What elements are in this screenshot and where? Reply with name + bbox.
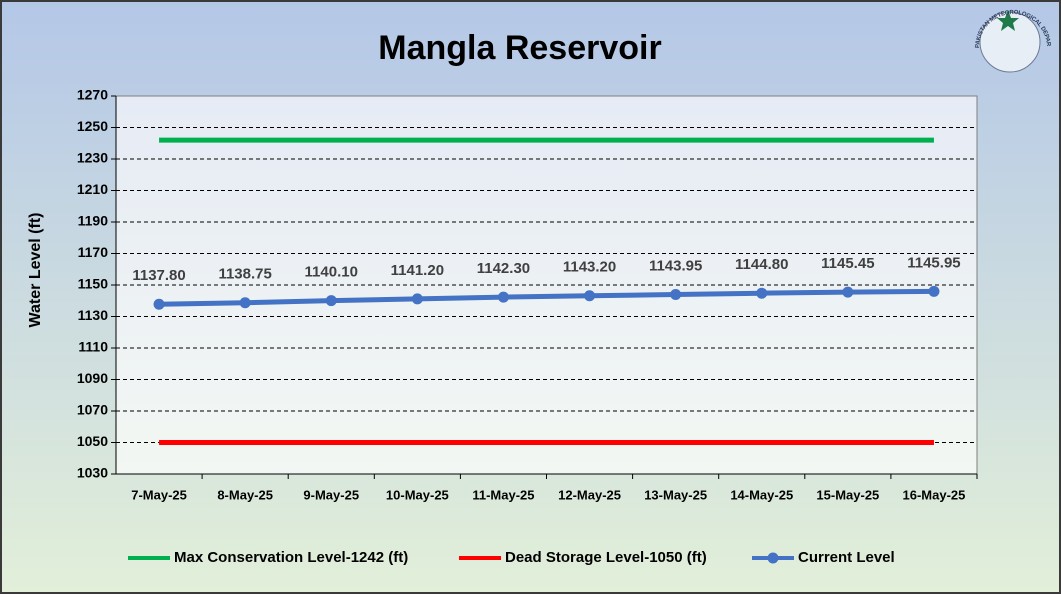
value-label: 1144.80 xyxy=(735,256,788,273)
y-tick-label: 1070 xyxy=(77,402,108,418)
x-tick-label: 12-May-25 xyxy=(558,487,621,502)
x-tick-label: 10-May-25 xyxy=(386,487,449,502)
point xyxy=(325,295,337,307)
y-tick-label: 1170 xyxy=(78,244,109,260)
value-label: 1145.95 xyxy=(907,254,960,271)
value-label: 1142.30 xyxy=(477,260,530,277)
legend-label: Dead Storage Level-1050 (ft) xyxy=(505,549,707,566)
y-tick-label: 1230 xyxy=(77,150,108,166)
y-axis-label: Water Level (ft) xyxy=(27,213,44,328)
logo-circle xyxy=(979,11,1041,73)
point xyxy=(584,290,596,302)
value-label: 1143.20 xyxy=(563,259,616,276)
x-tick-label: 14-May-25 xyxy=(730,487,793,502)
x-tick-label: 11-May-25 xyxy=(472,487,534,502)
legend-label: Current Level xyxy=(798,549,895,566)
y-tick-label: 1050 xyxy=(77,433,108,449)
value-label: 1140.10 xyxy=(305,264,358,281)
value-label: 1137.80 xyxy=(132,267,185,284)
value-label: 1141.20 xyxy=(391,262,444,279)
point xyxy=(497,291,509,303)
point xyxy=(411,293,423,305)
series-line xyxy=(159,288,934,307)
y-tick-label: 1150 xyxy=(78,276,109,292)
x-tick-label: 15-May-25 xyxy=(816,487,879,502)
x-tick-label: 16-May-25 xyxy=(903,487,966,502)
y-tick-label: 1210 xyxy=(77,181,108,197)
point xyxy=(842,286,854,298)
chart-title: Mangla Reservoir xyxy=(378,29,661,67)
point xyxy=(756,287,768,299)
value-label: 1145.45 xyxy=(821,255,874,272)
y-tick-label: 1090 xyxy=(77,370,108,386)
y-tick-label: 1190 xyxy=(78,213,109,229)
value-label: 1143.95 xyxy=(649,257,702,274)
x-tick-label: 9-May-25 xyxy=(303,487,359,502)
legend-marker xyxy=(767,552,779,564)
y-tick-label: 1130 xyxy=(78,307,109,323)
y-tick-label: 1110 xyxy=(78,339,108,355)
point xyxy=(928,285,940,297)
y-tick-label: 1250 xyxy=(77,118,108,134)
x-tick-label: 13-May-25 xyxy=(644,487,707,502)
legend-label: Max Conservation Level-1242 (ft) xyxy=(174,549,408,566)
point xyxy=(153,298,165,310)
x-tick-label: 7-May-25 xyxy=(131,487,187,502)
point xyxy=(670,289,682,301)
x-tick-label: 8-May-25 xyxy=(217,487,273,502)
logo-star xyxy=(997,10,1019,31)
value-label: 1138.75 xyxy=(218,266,271,283)
y-tick-label: 1270 xyxy=(77,87,108,103)
point xyxy=(239,297,251,309)
y-tick-label: 1030 xyxy=(77,465,108,481)
